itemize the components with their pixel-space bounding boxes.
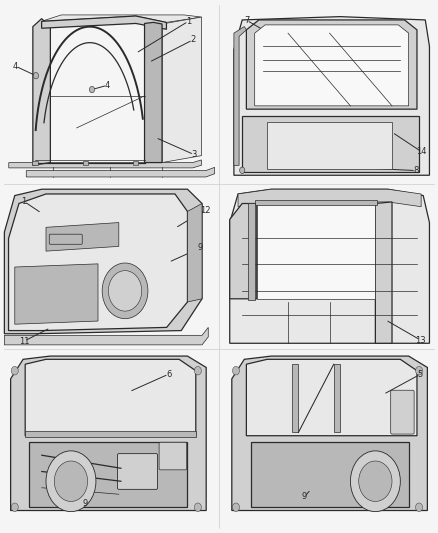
Circle shape: [11, 366, 18, 375]
Polygon shape: [232, 356, 427, 511]
Polygon shape: [162, 17, 201, 163]
FancyBboxPatch shape: [159, 442, 187, 470]
Circle shape: [416, 366, 423, 375]
Text: 5: 5: [418, 370, 423, 378]
Polygon shape: [29, 442, 187, 507]
Polygon shape: [9, 160, 201, 168]
Bar: [133, 161, 138, 165]
Text: 9: 9: [198, 244, 203, 252]
Polygon shape: [33, 19, 50, 165]
Polygon shape: [234, 27, 246, 165]
Polygon shape: [248, 204, 255, 301]
Circle shape: [194, 366, 201, 375]
Polygon shape: [187, 204, 202, 302]
Circle shape: [233, 503, 240, 512]
Polygon shape: [251, 442, 409, 507]
Polygon shape: [46, 223, 119, 251]
Polygon shape: [246, 359, 417, 436]
Polygon shape: [25, 431, 196, 438]
Text: 8: 8: [413, 166, 419, 175]
Text: 3: 3: [191, 150, 197, 159]
Circle shape: [194, 503, 201, 512]
Circle shape: [46, 451, 96, 512]
Text: 11: 11: [19, 337, 29, 345]
Polygon shape: [4, 327, 208, 345]
Polygon shape: [242, 116, 419, 172]
Polygon shape: [42, 15, 201, 22]
FancyBboxPatch shape: [391, 390, 414, 434]
Circle shape: [33, 72, 39, 79]
Bar: [32, 161, 38, 165]
Polygon shape: [255, 200, 378, 205]
Text: 13: 13: [415, 336, 426, 344]
Text: 4: 4: [105, 81, 110, 90]
Text: 1: 1: [21, 197, 27, 206]
FancyBboxPatch shape: [49, 234, 82, 244]
Polygon shape: [230, 189, 429, 343]
Polygon shape: [246, 20, 417, 109]
Polygon shape: [15, 264, 98, 324]
Circle shape: [350, 451, 400, 512]
Text: 4: 4: [13, 62, 18, 70]
Text: 7: 7: [244, 16, 249, 25]
Polygon shape: [145, 22, 162, 163]
Polygon shape: [230, 204, 257, 299]
Circle shape: [102, 263, 148, 319]
Bar: [83, 161, 88, 165]
Text: 6: 6: [166, 370, 171, 378]
Text: 14: 14: [417, 148, 427, 156]
Circle shape: [416, 503, 423, 512]
Polygon shape: [25, 359, 196, 436]
Polygon shape: [255, 25, 409, 106]
Polygon shape: [257, 204, 375, 299]
Polygon shape: [4, 189, 202, 334]
Circle shape: [240, 167, 245, 173]
Polygon shape: [9, 194, 187, 330]
Polygon shape: [334, 364, 340, 432]
FancyBboxPatch shape: [117, 454, 158, 489]
Polygon shape: [292, 364, 298, 432]
Text: 1: 1: [186, 17, 191, 26]
Circle shape: [233, 366, 240, 375]
Circle shape: [11, 503, 18, 512]
Polygon shape: [42, 16, 166, 29]
Circle shape: [89, 86, 95, 93]
Text: 9: 9: [302, 492, 307, 501]
Polygon shape: [234, 17, 429, 175]
Polygon shape: [238, 189, 421, 207]
Circle shape: [54, 461, 88, 502]
Text: 9: 9: [83, 499, 88, 508]
Polygon shape: [11, 356, 206, 511]
Polygon shape: [267, 123, 392, 168]
Circle shape: [359, 461, 392, 502]
Polygon shape: [375, 202, 392, 343]
Text: 2: 2: [190, 36, 195, 44]
Text: 12: 12: [200, 206, 210, 214]
Circle shape: [109, 271, 141, 311]
Polygon shape: [26, 167, 215, 177]
